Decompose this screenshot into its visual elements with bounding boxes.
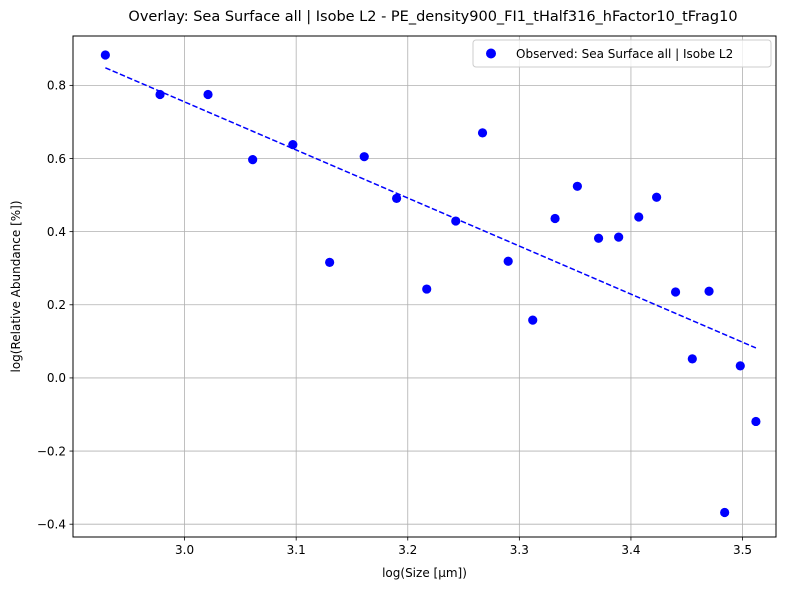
data-point (704, 286, 714, 296)
data-point (503, 256, 513, 266)
x-tick-label: 3.4 (621, 543, 640, 557)
points-layer (100, 50, 761, 518)
y-tick-label: 0.4 (47, 225, 66, 239)
x-axis-label: log(Size [μm]) (382, 566, 467, 580)
data-point (528, 315, 538, 325)
data-point (203, 89, 213, 100)
data-point (248, 155, 258, 165)
data-point (593, 233, 604, 243)
data-point (751, 416, 761, 427)
x-axis: 3.0 3.1 3.2 3.3 3.4 3.5 (175, 537, 752, 557)
data-point (572, 181, 582, 191)
data-point (687, 354, 697, 364)
legend-box (472, 39, 772, 68)
y-tick-label: 0.2 (47, 298, 66, 312)
x-tick-label: 3.3 (510, 543, 529, 557)
data-point (100, 50, 110, 60)
data-point (634, 212, 644, 222)
data-point (325, 257, 335, 267)
y-tick-label: 0.0 (47, 371, 66, 385)
x-tick-label: 3.0 (175, 543, 194, 557)
x-tick-label: 3.1 (287, 543, 306, 557)
y-tick-label: −0.4 (37, 518, 66, 532)
data-point (670, 287, 681, 297)
data-point (359, 152, 369, 162)
data-point (422, 284, 432, 294)
data-point (614, 232, 624, 242)
data-point (477, 128, 488, 138)
data-point (720, 507, 730, 518)
data-point (392, 193, 402, 203)
legend-marker (486, 48, 496, 59)
chart-title: Overlay: Sea Surface all | Isobe L2 - PE… (128, 9, 737, 25)
legend: Observed: Sea Surface all | Isobe L2 (472, 39, 772, 68)
y-tick-label: 0.8 (47, 79, 66, 93)
legend-label: Observed: Sea Surface all | Isobe L2 (516, 47, 733, 61)
data-point (735, 361, 745, 371)
y-tick-label: 0.6 (47, 152, 66, 166)
y-axis: −0.4 −0.2 0.0 0.2 0.4 0.6 0.8 (37, 79, 73, 532)
data-point (451, 216, 461, 226)
y-tick-label: −0.2 (37, 444, 66, 458)
plot-frame (72, 35, 777, 538)
data-point (155, 89, 165, 100)
data-point (288, 140, 298, 150)
x-tick-label: 3.2 (398, 543, 417, 557)
x-tick-label: 3.5 (733, 543, 752, 557)
data-point (550, 213, 560, 224)
data-point (652, 192, 662, 202)
y-axis-label: log(Relative Abundance [%]) (9, 200, 23, 372)
grid (73, 36, 776, 537)
